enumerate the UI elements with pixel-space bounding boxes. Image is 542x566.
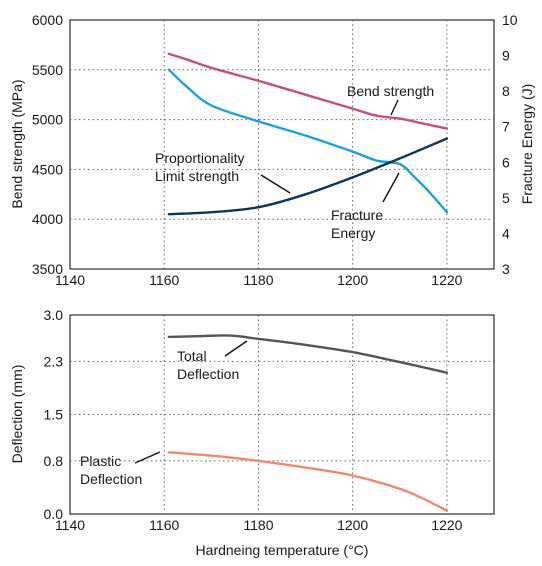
plastic-deflection-label-line1: Plastic: [80, 453, 121, 469]
proportionality-pointer: [260, 174, 291, 194]
y-tick-label: 5000: [32, 112, 63, 128]
proportionality-label-line1: Proportionality: [155, 150, 245, 166]
y-tick-label: 3.0: [44, 307, 64, 323]
bottom-grid: [70, 315, 494, 514]
bend-strength-label: Bend strength: [347, 83, 434, 99]
top-y2-axis-title: Fracture Energy (J): [519, 84, 535, 205]
x-tick-label: 1140: [55, 272, 85, 288]
x-tick-label: 1220: [431, 517, 462, 533]
series-line-proportionality-limit-strength: [167, 137, 449, 216]
top-ticks: 1140 1160 1180 1200 1220 3500 4000 4500 5000 5500…: [32, 12, 518, 288]
x-tick-label: 1160: [149, 517, 179, 533]
y2-tick-label: 8: [502, 83, 510, 99]
proportionality-label-line2: Limit strength: [155, 168, 239, 184]
y-tick-label: 1.5: [44, 407, 64, 423]
y2-tick-label: 3: [502, 261, 510, 277]
series-line-bend-strength: [167, 52, 449, 130]
y-tick-label: 4500: [32, 161, 63, 177]
bottom-ticks: 1140 1160 1180 1200 1220 0.0 0.8 1.5 2.3 3.0: [44, 307, 463, 533]
top-grid: [70, 20, 494, 269]
x-tick-label: 1200: [337, 272, 368, 288]
plastic-deflection-pointer: [134, 451, 161, 464]
fracture-energy-label-line2: Energy: [331, 225, 375, 241]
y2-tick-label: 6: [502, 154, 510, 170]
x-tick-label: 1200: [337, 517, 368, 533]
series-line-fracture-energy: [167, 68, 449, 214]
total-deflection-pointer: [224, 340, 248, 357]
series-line-plastic-deflection: [167, 451, 449, 512]
y-tick-label: 6000: [32, 12, 63, 28]
top-series: [167, 52, 449, 216]
y2-tick-label: 9: [502, 48, 510, 64]
plastic-deflection-label-line2: Deflection: [80, 471, 142, 487]
bottom-x-axis-title: Hardneing temperature (°C): [196, 542, 369, 558]
bottom-y-axis-title: Deflection (mm): [9, 365, 25, 464]
x-tick-label: 1160: [149, 272, 179, 288]
bottom-series: [167, 334, 449, 512]
y2-tick-label: 7: [502, 119, 510, 135]
y-tick-label: 0.8: [44, 453, 64, 469]
total-deflection-label-line1: Total: [177, 348, 207, 364]
bottom-chart: 1140 1160 1180 1200 1220 0.0 0.8 1.5 2.3 3.0 Defl…: [9, 307, 495, 558]
y-tick-label: 2.3: [44, 353, 64, 369]
y2-tick-label: 10: [502, 12, 518, 28]
top-y-axis-title: Bend strength (MPa): [9, 79, 25, 208]
y-tick-label: 4000: [32, 211, 63, 227]
bend-strength-pointer: [390, 99, 399, 116]
y-tick-label: 5500: [32, 62, 63, 78]
y-tick-label: 0.0: [44, 506, 64, 522]
y2-tick-label: 5: [502, 190, 510, 206]
y-tick-label: 3500: [32, 261, 63, 277]
x-tick-label: 1140: [55, 517, 85, 533]
total-deflection-label-line2: Deflection: [177, 366, 239, 382]
x-tick-label: 1180: [243, 272, 273, 288]
top-plot-area: [69, 19, 495, 270]
top-chart: 1140 1160 1180 1200 1220 3500 4000 4500 5000 5500…: [9, 12, 535, 288]
x-tick-label: 1220: [431, 272, 462, 288]
fracture-energy-pointer: [382, 172, 400, 203]
y2-tick-label: 4: [502, 225, 510, 241]
fracture-energy-label-line1: Fracture: [331, 207, 383, 223]
series-line-total-deflection: [167, 334, 449, 374]
x-tick-label: 1180: [243, 517, 273, 533]
